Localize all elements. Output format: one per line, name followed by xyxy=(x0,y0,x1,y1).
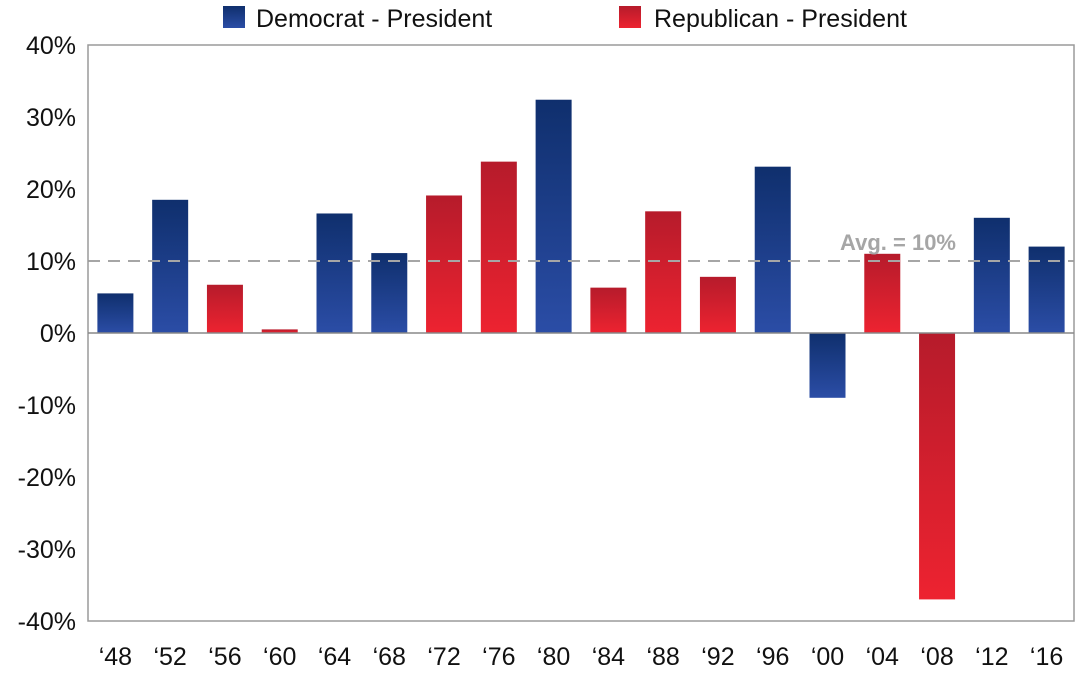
x-tick-label: ‘88 xyxy=(646,643,679,671)
legend-label-democrat: Democrat - President xyxy=(256,5,492,33)
x-tick-label: ‘00 xyxy=(811,643,844,671)
y-tick-label: -10% xyxy=(18,392,76,420)
bar-10 xyxy=(645,211,682,333)
x-tick-label: ‘16 xyxy=(1030,643,1063,671)
x-axis-ticks: ‘48 ‘52 ‘56 ‘60 ‘64 ‘68 ‘72 ‘76 ‘80 ‘84 ‘88 ‘92 ‘96 ‘… xyxy=(99,643,1064,671)
x-tick-label: ‘08 xyxy=(920,643,953,671)
bar-16 xyxy=(973,217,1010,333)
legend-label-republican: Republican - President xyxy=(654,5,907,33)
legend-swatch-democrat xyxy=(223,6,245,28)
x-tick-label: ‘12 xyxy=(975,643,1008,671)
x-tick-label: ‘92 xyxy=(701,643,734,671)
y-tick-label: 10% xyxy=(26,248,76,276)
y-tick-label: 30% xyxy=(26,104,76,132)
x-tick-label: ‘68 xyxy=(373,643,406,671)
y-tick-label: 20% xyxy=(26,176,76,204)
average-label: Avg. = 10% xyxy=(840,230,956,255)
average-reference: Avg. = 10% xyxy=(88,230,1074,262)
bar-7 xyxy=(480,161,517,333)
bar-13 xyxy=(809,333,846,398)
bar-8 xyxy=(535,99,572,333)
y-tick-label: 0% xyxy=(40,320,76,348)
x-tick-label: ‘04 xyxy=(866,643,899,671)
bar-5 xyxy=(371,253,408,333)
bar-0 xyxy=(97,293,134,333)
bar-3 xyxy=(261,329,298,333)
legend-swatch-republican xyxy=(619,6,641,28)
y-tick-label: -20% xyxy=(18,464,76,492)
bar-14 xyxy=(864,253,901,333)
bar-9 xyxy=(590,287,627,333)
bar-6 xyxy=(426,195,463,333)
x-tick-label: ‘48 xyxy=(99,643,132,671)
x-tick-label: ‘60 xyxy=(263,643,296,671)
y-tick-label: -40% xyxy=(18,608,76,636)
x-tick-label: ‘56 xyxy=(208,643,241,671)
y-axis-ticks: 40% 30% 20% 10% 0% -10% -20% -30% -40% xyxy=(18,32,76,636)
bar-1 xyxy=(152,199,189,333)
bars xyxy=(97,99,1065,600)
x-tick-label: ‘72 xyxy=(427,643,460,671)
bar-11 xyxy=(699,276,736,333)
bar-15 xyxy=(919,333,956,600)
y-tick-label: -30% xyxy=(18,536,76,564)
bar-17 xyxy=(1028,246,1065,333)
legend: Democrat - President Republican - Presid… xyxy=(223,5,907,33)
x-tick-label: ‘76 xyxy=(482,643,515,671)
x-tick-label: ‘64 xyxy=(318,643,351,671)
bar-2 xyxy=(206,284,243,333)
x-tick-label: ‘52 xyxy=(153,643,186,671)
bar-4 xyxy=(316,213,353,333)
bar-12 xyxy=(754,166,791,333)
x-tick-label: ‘96 xyxy=(756,643,789,671)
y-tick-label: 40% xyxy=(26,32,76,60)
x-tick-label: ‘84 xyxy=(592,643,625,671)
x-tick-label: ‘80 xyxy=(537,643,570,671)
